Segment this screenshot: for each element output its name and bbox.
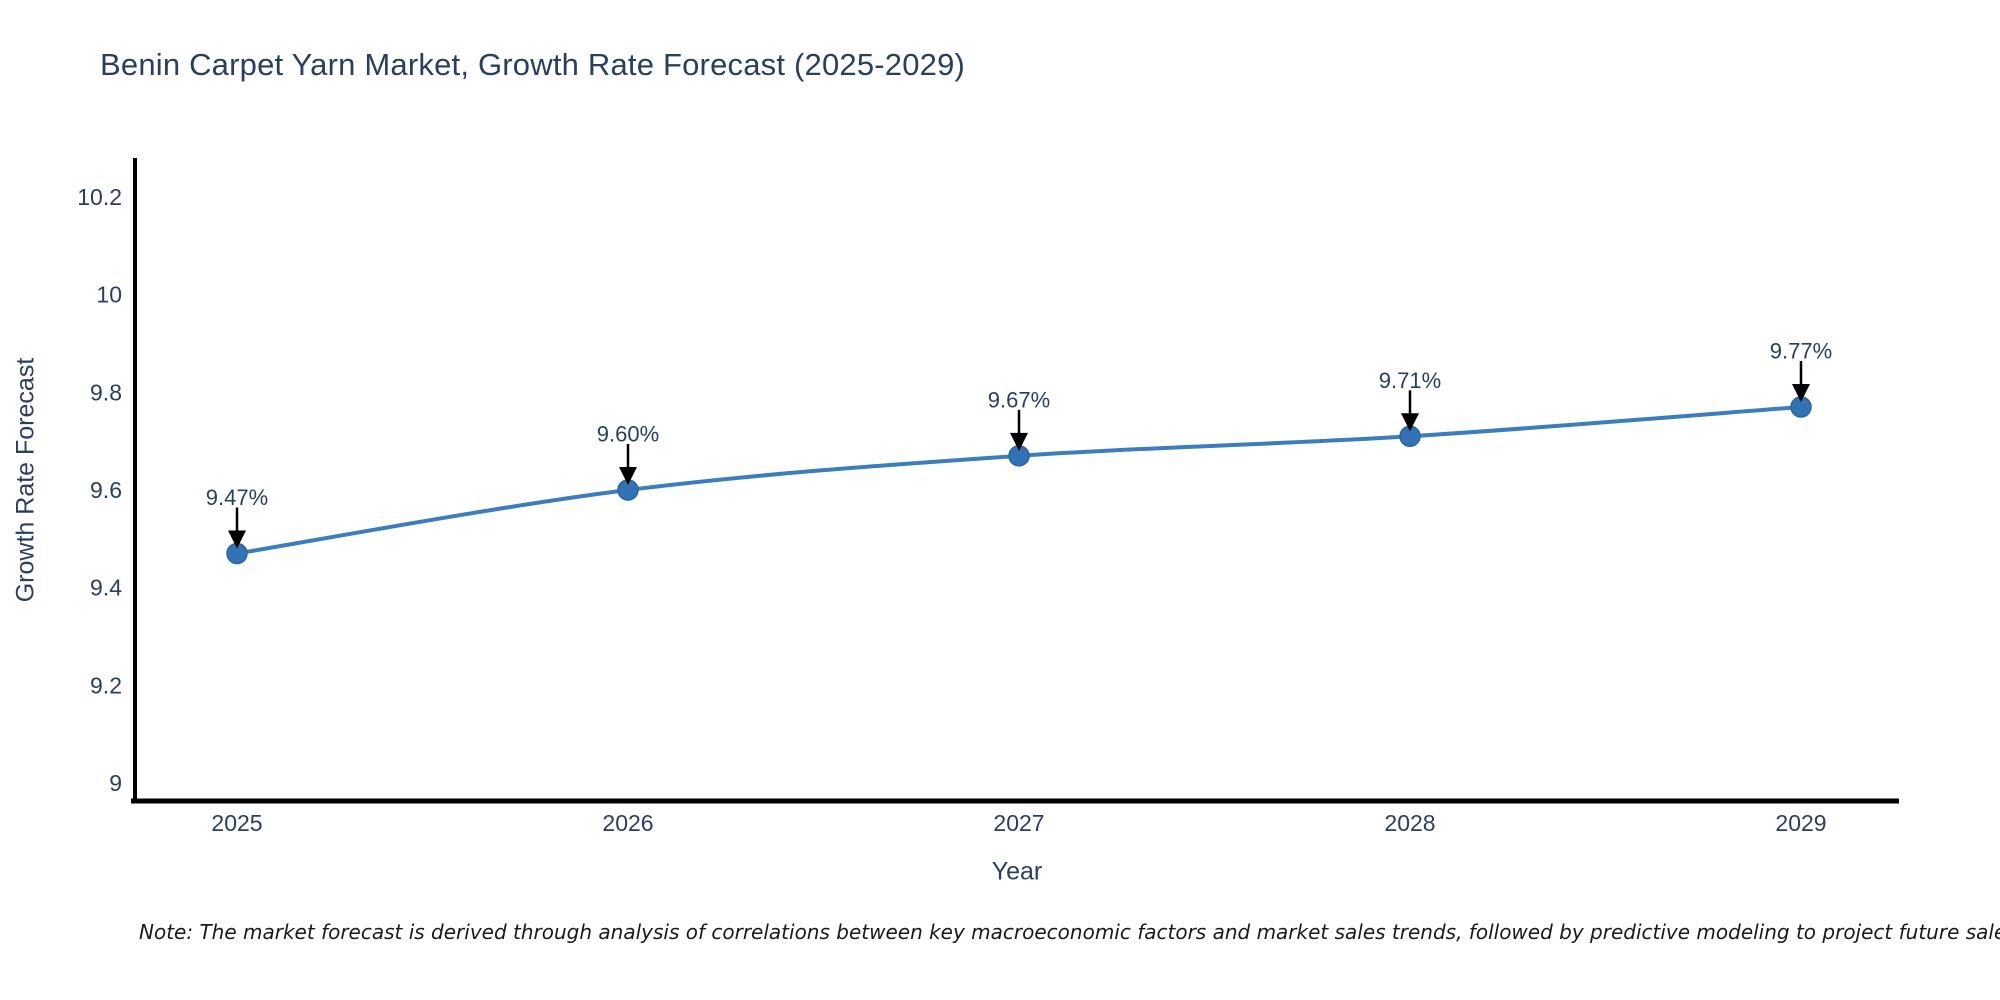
x-tick-label: 2027 [993,810,1044,836]
annotation-arrowhead [228,530,246,549]
annotation-arrowhead [1010,432,1028,451]
y-tick-label: 9.6 [90,477,122,503]
x-tick-label: 2029 [1775,810,1826,836]
annotation-label: 9.67% [988,387,1050,412]
y-tick-label: 9.8 [90,379,122,405]
x-tick-label: 2028 [1384,810,1435,836]
annotation-arrowhead [619,467,637,486]
x-axis-title: Year [991,857,1043,886]
y-tick-label: 10.2 [77,184,122,210]
annotation-label: 9.77% [1770,338,1832,363]
annotation-label: 9.60% [597,422,659,447]
annotation-label: 9.47% [206,485,268,510]
chart-title: Benin Carpet Yarn Market, Growth Rate Fo… [100,47,966,82]
annotation-arrowhead [1792,383,1810,402]
y-tick-label: 9.4 [90,575,122,601]
annotation-label: 9.71% [1379,368,1441,393]
footnote: Note: The market forecast is derived thr… [139,920,2000,944]
y-tick-label: 9 [109,770,122,796]
y-tick-label: 9.2 [90,672,122,698]
y-tick-label: 10 [96,282,122,308]
x-tick-label: 2025 [211,810,262,836]
x-tick-label: 2026 [602,810,653,836]
y-axis-title: Growth Rate Forecast [11,357,40,603]
annotation-arrowhead [1401,413,1419,432]
